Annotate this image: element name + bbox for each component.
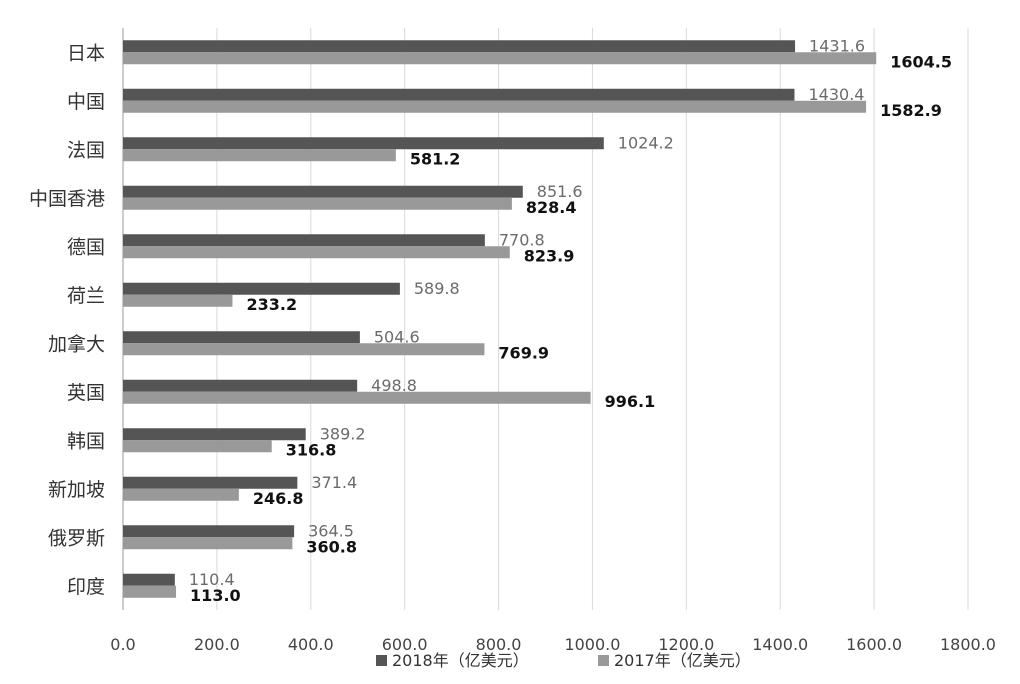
- bar-2017: [123, 488, 239, 501]
- category-label: 中国: [67, 91, 105, 113]
- category-label: 英国: [67, 382, 105, 404]
- gridlines: [216, 28, 969, 610]
- x-tick-label: 400.0: [288, 635, 334, 654]
- bar-2017: [123, 537, 293, 550]
- data-label-2017: 233.2: [246, 295, 297, 314]
- bar-2018: [123, 137, 604, 150]
- legend-item-2018: 2018年（亿美元）: [376, 651, 529, 670]
- bar-2018: [123, 331, 360, 344]
- category-label: 德国: [67, 236, 105, 258]
- category-label: 韩国: [67, 430, 105, 452]
- category-label: 印度: [67, 576, 105, 598]
- x-tick-labels: 0.0 200.0 400.0 600.0 800.0 1000.0 1200.0 1400.…: [110, 635, 996, 654]
- data-label-2018: 1431.6: [809, 36, 865, 55]
- data-label-2017: 246.8: [253, 489, 304, 508]
- x-tick-label: 1400.0: [752, 635, 808, 654]
- data-label-2017: 828.4: [526, 198, 577, 217]
- category-label: 中国香港: [29, 188, 105, 210]
- data-label-2017: 1582.9: [880, 101, 942, 120]
- bar-2017: [123, 391, 591, 404]
- data-label-2018: 851.6: [537, 182, 583, 201]
- category-label: 加拿大: [48, 332, 105, 355]
- x-tick-label: 1600.0: [846, 635, 902, 654]
- bar-2018: [123, 282, 400, 295]
- bar-2018: [123, 476, 298, 489]
- bar-2017: [123, 52, 877, 65]
- legend-label-2018: 2018年（亿美元）: [392, 651, 529, 670]
- x-tick-label: 1000.0: [564, 635, 620, 654]
- bar-2018: [123, 573, 175, 586]
- bar-2017: [123, 246, 510, 259]
- data-label-2017: 1604.5: [890, 52, 952, 71]
- category-label: 新加坡: [48, 479, 105, 501]
- legend: 2018年（亿美元） 2017年（亿美元）: [376, 651, 751, 670]
- data-label-2017: 360.8: [306, 537, 357, 556]
- legend-swatch-2017: [598, 655, 609, 666]
- x-tick-label: 600.0: [382, 635, 428, 654]
- data-label-2018: 389.2: [320, 424, 366, 443]
- bar-2017: [123, 100, 867, 113]
- bar-2017: [123, 343, 485, 356]
- data-label-2017: 996.1: [605, 392, 656, 411]
- bar-2017: [123, 440, 272, 453]
- data-label-2018: 504.6: [374, 327, 420, 346]
- bar-2018: [123, 40, 796, 53]
- bar-2018: [123, 379, 358, 392]
- x-tick-label: 800.0: [476, 635, 522, 654]
- bar-2017: [123, 149, 396, 162]
- data-label-2018: 110.4: [189, 570, 235, 589]
- data-label-2018: 498.8: [371, 376, 417, 395]
- bar-2018: [123, 525, 295, 538]
- bar-2018: [123, 185, 523, 198]
- data-label-2018: 770.8: [499, 230, 545, 249]
- data-label-2018: 1024.2: [618, 133, 674, 152]
- legend-swatch-2018: [376, 655, 387, 666]
- bar-2017: [123, 294, 233, 307]
- legend-item-2017: 2017年（亿美元）: [598, 651, 751, 670]
- data-label-2018: 364.5: [308, 521, 354, 540]
- data-label-2018: 371.4: [311, 473, 357, 492]
- bar-2017: [123, 585, 177, 598]
- legend-label-2017: 2017年（亿美元）: [614, 651, 751, 670]
- bar-2018: [123, 428, 306, 441]
- x-tick-label: 200.0: [194, 635, 240, 654]
- bar-2018: [123, 234, 485, 247]
- x-tick-label: 0.0: [110, 635, 135, 654]
- data-label-2017: 316.8: [286, 440, 337, 459]
- data-label-2018: 1430.4: [808, 85, 864, 104]
- bars: [123, 40, 877, 598]
- category-label: 俄罗斯: [48, 527, 105, 549]
- data-label-2018: 589.8: [414, 279, 460, 298]
- category-label: 荷兰: [67, 285, 105, 307]
- x-tick-label: 1800.0: [940, 635, 996, 654]
- bar-2018: [123, 88, 795, 101]
- category-label: 法国: [67, 139, 105, 161]
- bar-2017: [123, 197, 512, 210]
- value-labels: 1431.6 1604.5 1430.4 1582.9 1024.2 581.2 851.6…: [189, 36, 952, 605]
- category-label: 日本: [67, 42, 105, 64]
- data-label-2017: 769.9: [498, 343, 549, 362]
- data-label-2017: 113.0: [190, 586, 241, 605]
- x-tick-label: 1200.0: [658, 635, 714, 654]
- data-label-2017: 581.2: [410, 149, 461, 168]
- data-label-2017: 823.9: [524, 246, 575, 265]
